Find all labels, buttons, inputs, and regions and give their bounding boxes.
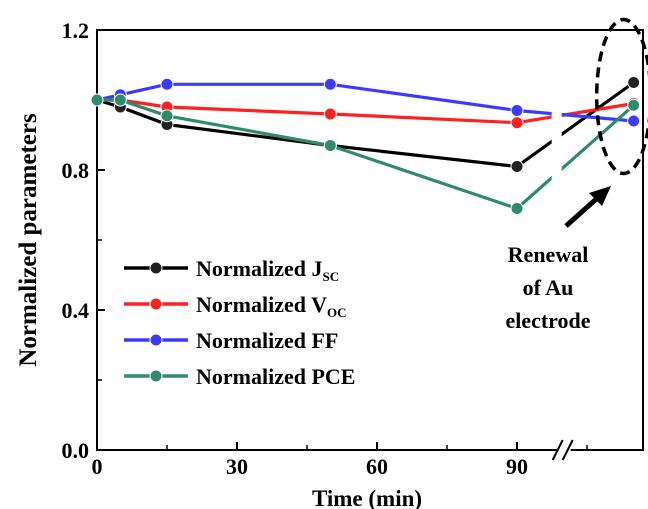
axis-break-mark [561, 439, 574, 461]
legend-swatch-marker [149, 369, 163, 383]
data-point [510, 116, 524, 130]
annotation-layer: Renewal of Au electrode [505, 17, 648, 333]
legend-label-text: Normalized FF [196, 328, 338, 353]
y-tick-label: 1.2 [62, 18, 90, 43]
series-layer [90, 76, 641, 240]
data-point [323, 107, 337, 121]
legend-label-subscript: OC [327, 305, 347, 320]
axis-ticks: 0.0 0.4 0.8 1.2 0 30 60 90 [62, 18, 588, 479]
legend-swatch-marker [149, 261, 163, 275]
legend-swatch-marker [149, 297, 163, 311]
x-tick-label: 0 [92, 454, 103, 479]
legend-label: Normalized PCE [196, 364, 355, 389]
x-tick-label: 30 [226, 454, 248, 479]
annotation-text: electrode [505, 308, 590, 333]
annotation-text: Renewal [508, 242, 589, 267]
y-tick-label: 0.4 [62, 298, 90, 323]
data-point [510, 202, 524, 215]
series-3 [90, 93, 641, 215]
annotation-text: of Au [523, 275, 574, 300]
legend-label-text: Normalized V [196, 292, 327, 317]
x-tick-label: 90 [506, 454, 528, 479]
legend-label: Normalized VOC [196, 292, 346, 320]
data-point [90, 93, 104, 107]
legend-label-text: Normalized PCE [196, 364, 355, 389]
data-point [323, 77, 337, 91]
data-point [627, 98, 641, 112]
x-tick-label: 60 [366, 454, 388, 479]
legend-label-subscript: SC [322, 269, 339, 284]
y-axis-label: Normalized parameters [15, 113, 42, 367]
data-point [113, 93, 127, 107]
data-point [323, 139, 337, 152]
legend-swatch-marker [149, 333, 163, 347]
data-point [627, 76, 641, 89]
y-tick-label: 0.8 [62, 158, 90, 183]
data-point [510, 104, 524, 117]
annotation-arrow-head [589, 186, 611, 206]
legend-label: Normalized FF [196, 328, 338, 353]
highlight-ellipse [594, 17, 648, 176]
data-point [160, 77, 174, 91]
line-break-gap [551, 82, 562, 240]
data-point [627, 114, 641, 128]
data-point [160, 109, 174, 123]
y-tick-label: 0.0 [62, 438, 90, 463]
axis-break-mark [551, 439, 564, 461]
data-point [510, 160, 524, 173]
x-axis-label: Time (min) [312, 486, 422, 509]
legend-label-text: Normalized J [196, 256, 322, 281]
legend-label: Normalized JSC [196, 256, 339, 284]
legend: Normalized JSC Normalized VOC Normalized F… [124, 256, 355, 389]
